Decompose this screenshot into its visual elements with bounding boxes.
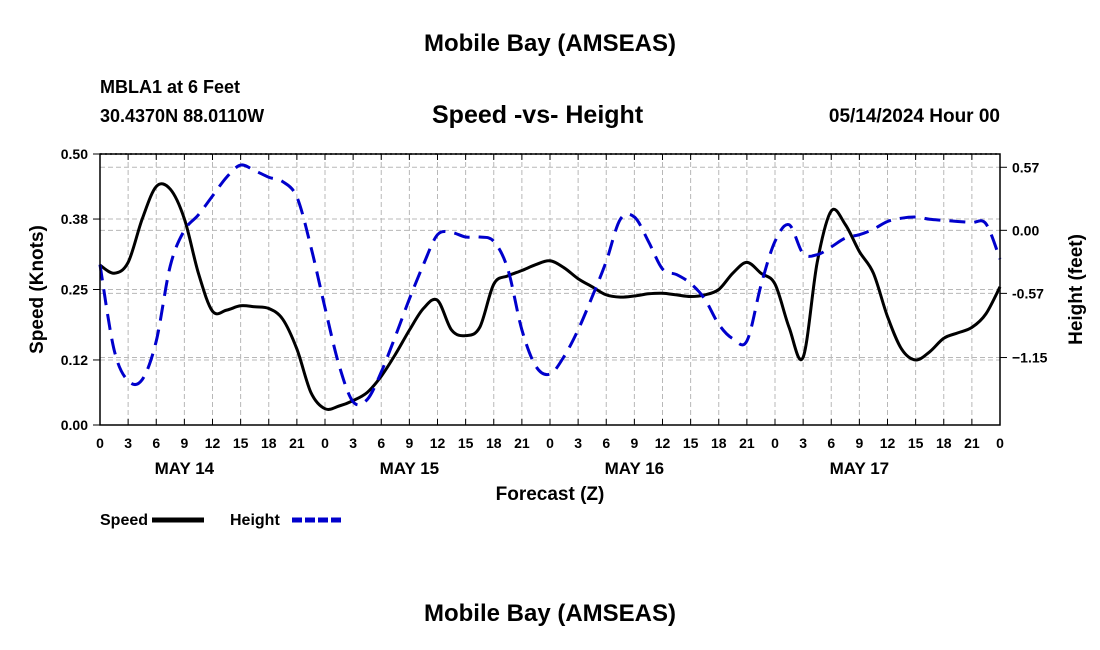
station-coordinates: 30.4370N 88.0110W bbox=[100, 106, 265, 126]
forecast-datetime: 05/14/2024 Hour 00 bbox=[828, 106, 1000, 127]
y-right-tick-label: -0.57 bbox=[1012, 285, 1044, 301]
y-left-tick-label: 0.12 bbox=[61, 352, 88, 368]
x-tick-label: 12 bbox=[655, 435, 671, 451]
y-axis-left-title: Speed (Knots) bbox=[27, 225, 48, 354]
legend-label-height: Height bbox=[230, 512, 280, 529]
series-line-speed bbox=[99, 182, 1002, 411]
x-tick-label: 21 bbox=[289, 435, 305, 451]
x-tick-label: 6 bbox=[827, 435, 835, 451]
series-layer bbox=[98, 163, 1002, 411]
day-label: MAY 16 bbox=[605, 459, 665, 478]
footer-title: Mobile Bay (AMSEAS) bbox=[423, 600, 677, 627]
day-label: MAY 15 bbox=[380, 459, 440, 478]
page-title: Mobile Bay (AMSEAS) bbox=[423, 30, 677, 57]
y-right-tick-label: 0.57 bbox=[1012, 159, 1039, 175]
grid bbox=[100, 154, 1000, 425]
x-tick-label: 0 bbox=[996, 435, 1004, 451]
x-tick-label: 0 bbox=[321, 435, 329, 451]
day-label: MAY 17 bbox=[830, 459, 890, 478]
x-tick-label: 15 bbox=[683, 435, 699, 451]
x-tick-label: 9 bbox=[180, 435, 188, 451]
x-tick-label: 3 bbox=[349, 435, 357, 451]
x-tick-label: 18 bbox=[711, 435, 727, 451]
x-tick-label: 18 bbox=[261, 435, 277, 451]
y-left-tick-label: 0.38 bbox=[61, 211, 88, 227]
x-tick-label: 21 bbox=[514, 435, 530, 451]
x-tick-label: 0 bbox=[96, 435, 104, 451]
day-label: MAY 14 bbox=[155, 459, 215, 478]
x-tick-label: 21 bbox=[964, 435, 980, 451]
y-left-tick-label: 0.50 bbox=[61, 146, 88, 162]
y-right-tick-label: −1.15 bbox=[1012, 350, 1048, 366]
x-tick-label: 6 bbox=[152, 435, 160, 451]
x-tick-label: 9 bbox=[405, 435, 413, 451]
x-tick-label: 15 bbox=[458, 435, 474, 451]
x-tick-label: 12 bbox=[880, 435, 896, 451]
x-tick-label: 15 bbox=[233, 435, 249, 451]
x-tick-label: 9 bbox=[855, 435, 863, 451]
legend-label-speed: Speed bbox=[100, 512, 148, 529]
x-tick-label: 18 bbox=[936, 435, 952, 451]
series-line-height bbox=[98, 163, 1002, 407]
chart-title: Speed -vs- Height bbox=[432, 101, 644, 129]
station-label: MBLA1 at 6 Feet bbox=[100, 77, 241, 97]
y-right-tick-label: 0.00 bbox=[1012, 222, 1039, 238]
legend: Speed Height bbox=[100, 512, 344, 529]
y-axis-right-title: Height (feet) bbox=[1066, 234, 1087, 345]
x-tick-label: 21 bbox=[739, 435, 755, 451]
x-tick-label: 3 bbox=[799, 435, 807, 451]
x-tick-label: 12 bbox=[430, 435, 446, 451]
y-left-tick-label: 0.00 bbox=[61, 417, 88, 433]
axes: 0 3 6 9 12 15 18 21 0 3 6 9 12 15 18 21 0 3 6 9 12 15 18 21 0 3 6 9… bbox=[61, 146, 1048, 478]
x-tick-label: 18 bbox=[486, 435, 502, 451]
y-left-tick-label: 0.25 bbox=[61, 282, 88, 298]
x-tick-label: 15 bbox=[908, 435, 924, 451]
x-tick-label: 9 bbox=[630, 435, 638, 451]
x-tick-label: 0 bbox=[771, 435, 779, 451]
x-tick-label: 6 bbox=[377, 435, 385, 451]
x-tick-label: 6 bbox=[602, 435, 610, 451]
x-tick-label: 12 bbox=[205, 435, 221, 451]
x-tick-label: 3 bbox=[574, 435, 582, 451]
x-axis-title: Forecast (Z) bbox=[496, 484, 605, 505]
x-tick-label: 3 bbox=[124, 435, 132, 451]
x-tick-label: 0 bbox=[546, 435, 554, 451]
